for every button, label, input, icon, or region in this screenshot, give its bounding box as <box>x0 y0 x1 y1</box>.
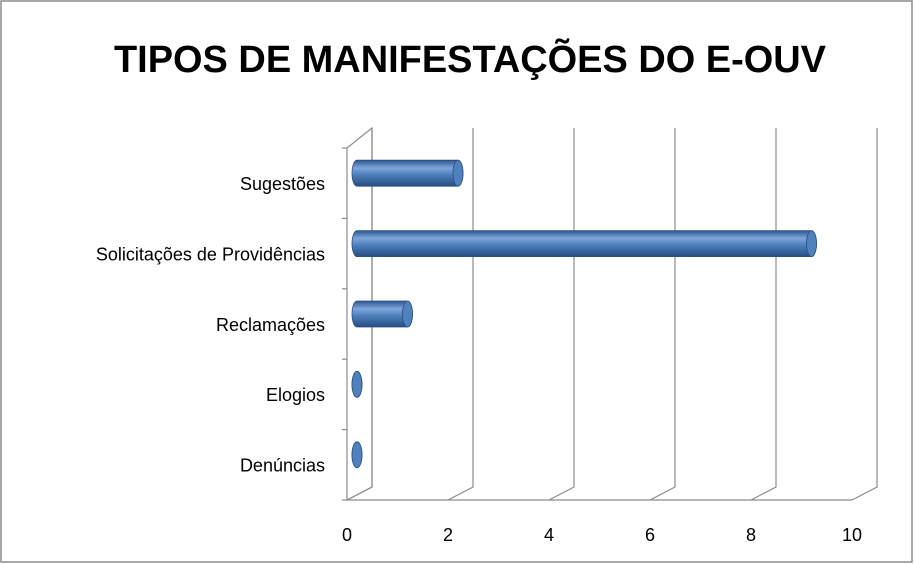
x-tick-label: 10 <box>842 525 862 545</box>
bar-cap <box>351 441 363 469</box>
y-tick-label: Elogios <box>266 385 325 405</box>
x-tick-label: 0 <box>342 525 352 545</box>
y-tick-label: Reclamações <box>216 315 325 335</box>
y-tick-label: Sugestões <box>240 174 325 194</box>
plot-area: 0 2 4 6 8 10 Sugestões Solicitações de Providên… <box>96 126 878 545</box>
bar <box>351 159 464 187</box>
x-tick-label: 4 <box>544 525 554 545</box>
x-tick-label: 8 <box>746 525 756 545</box>
y-tick-label: Denúncias <box>240 456 325 476</box>
bar <box>351 230 817 257</box>
x-tick-label: 6 <box>645 525 655 545</box>
x-tick-label: 2 <box>443 525 453 545</box>
bar-cap <box>402 300 413 328</box>
y-tick-label: Solicitações de Providências <box>96 244 325 264</box>
grid-line <box>851 128 878 501</box>
bar-cap <box>806 230 817 258</box>
bar-cap <box>452 159 464 187</box>
chart-title: TIPOS DE MANIFESTAÇÕES DO E-OUV <box>114 37 827 81</box>
bar-cap <box>351 370 363 398</box>
